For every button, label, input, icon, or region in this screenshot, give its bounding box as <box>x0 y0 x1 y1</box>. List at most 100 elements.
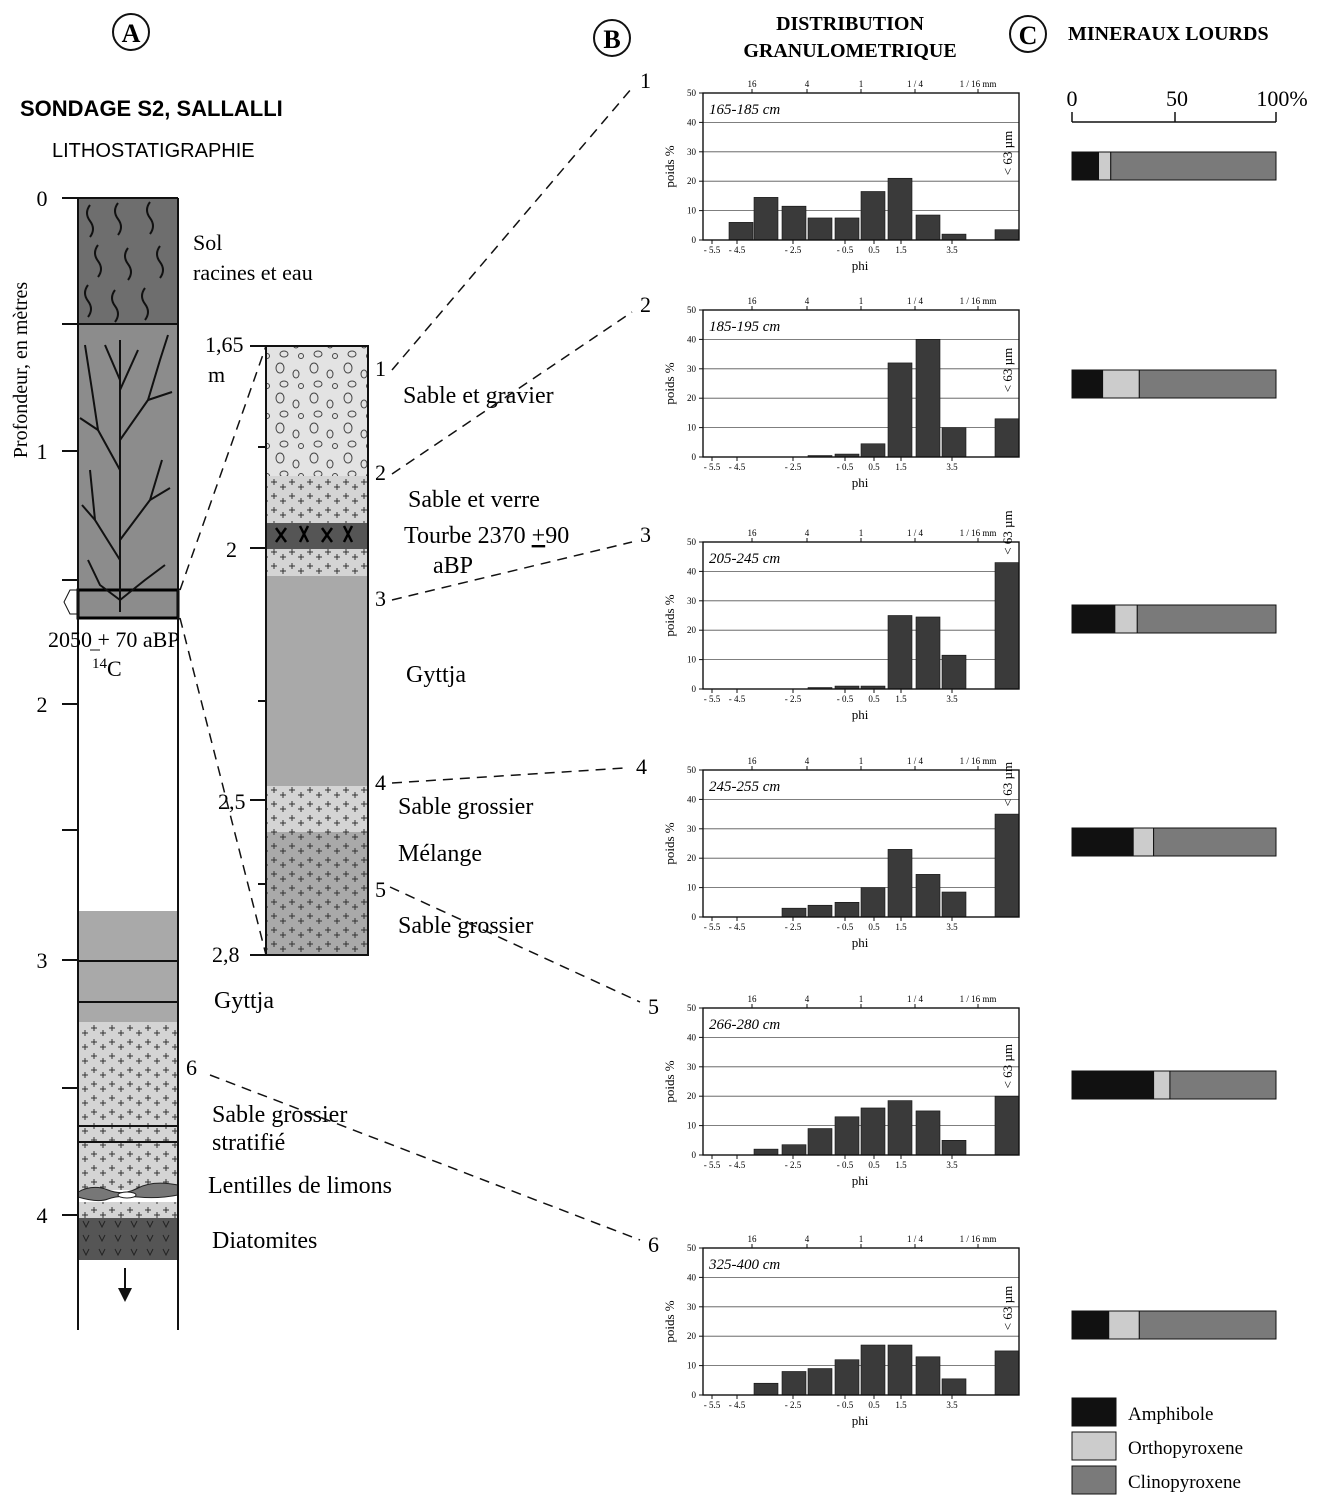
y-tick-label: 50 <box>687 305 697 315</box>
bar-2.5 <box>915 339 941 458</box>
panel-b-heading: B DISTRIBUTION GRANULOMETRIQUE <box>593 13 957 62</box>
bar-3.5 <box>941 1140 967 1156</box>
water-roots-pattern <box>84 201 164 323</box>
y-tick-label: 0 <box>692 684 697 694</box>
root-system <box>79 334 173 612</box>
y-axis-label: poids % <box>662 594 677 636</box>
mineral-segment-amphibole <box>1071 151 1100 181</box>
bar-2.5 <box>915 214 941 241</box>
y-axis-label: poids % <box>662 1060 677 1102</box>
y-tick-label: 0 <box>692 1150 697 1160</box>
top-tick-label: 1 <box>859 756 864 766</box>
bar-0.5 <box>860 191 886 241</box>
unit-label-diatomites: Diatomites <box>212 1228 317 1254</box>
x-tick-label: - 5.5 <box>704 462 721 472</box>
bar--3.5 <box>753 197 779 241</box>
detail-unit-melange: Mélange <box>398 841 482 867</box>
x-tick-label: - 4.5 <box>729 462 746 472</box>
legend-swatch-orthopyroxene <box>1071 1431 1117 1461</box>
y-tick-label: 30 <box>687 1062 697 1072</box>
top-tick-label: 4 <box>805 1234 810 1244</box>
detail-sable-thin <box>266 549 368 576</box>
x-tick-label: - 0.5 <box>837 694 854 704</box>
mineral-scale-0: 0 <box>1067 86 1078 111</box>
panel-a-letter: A <box>122 19 141 48</box>
top-tick-label: 4 <box>805 296 810 306</box>
bar-3.5 <box>941 891 967 918</box>
section-a-subtitle: LITHOSTATIGRAPHIE <box>52 140 255 162</box>
bar-5.5 <box>994 562 1020 690</box>
y-tick-label: 0 <box>692 452 697 462</box>
legend-swatch-clinopyroxene <box>1071 1465 1117 1495</box>
top-tick-label: 1 <box>859 296 864 306</box>
grain-size-chart-2: 0 10 20 30 40 50 16 4 1 1 / 4 1 / 16 mm - 5.5 - 4.5 -… <box>662 296 1020 490</box>
fines-label: < 63 µm <box>1000 348 1015 392</box>
y-tick-label: 50 <box>687 537 697 547</box>
tourbe-pattern <box>274 525 354 543</box>
mineral-bar-2 <box>1071 369 1277 399</box>
x-axis-label: phi <box>852 258 869 273</box>
top-tick-label: 1 <box>859 79 864 89</box>
bar--0.5 <box>834 1359 860 1396</box>
column-walls <box>77 197 179 1330</box>
x-tick-label: - 2.5 <box>785 1400 802 1410</box>
mineral-segment-amphibole <box>1071 1070 1155 1100</box>
date-label-a: 2050 + 70 aBP <box>48 627 180 652</box>
x-tick-label: - 5.5 <box>704 922 721 932</box>
mineral-bar-3 <box>1071 604 1277 634</box>
leader-num-6: 6 <box>648 1232 659 1257</box>
x-axis-label: phi <box>852 1173 869 1188</box>
x-tick-label: - 0.5 <box>837 922 854 932</box>
y-tick-label: 0 <box>692 912 697 922</box>
top-tick-label: 1 <box>859 1234 864 1244</box>
top-tick-label: 1 / 4 <box>907 756 924 766</box>
x-tick-label: 0.5 <box>868 462 880 472</box>
detail-column: 1,65 m 2 2,5 2,8 1 2 3 4 5 Sable et grav… <box>179 68 659 1257</box>
mineral-scale-50: 50 <box>1166 86 1188 111</box>
x-tick-label: - 4.5 <box>729 245 746 255</box>
bar-0.5 <box>860 443 886 458</box>
detail-top-unit: m <box>208 362 225 387</box>
top-tick-label: 1 / 4 <box>907 994 924 1004</box>
bar-1.5 <box>887 177 913 241</box>
x-tick-label: - 5.5 <box>704 1160 721 1170</box>
y-tick-label: 10 <box>687 655 697 665</box>
y-tick-label: 0 <box>692 235 697 245</box>
detail-sable-grossier <box>266 786 368 832</box>
depth-axis-label: Profondeur, en mètres <box>10 282 32 459</box>
y-tick-label: 20 <box>687 1091 697 1101</box>
detail-tick-2: 2 <box>226 537 237 562</box>
y-tick-label: 20 <box>687 176 697 186</box>
mineral-segment-orthopyroxene <box>1153 1070 1171 1100</box>
x-axis-label: phi <box>852 1413 869 1428</box>
x-tick-label: 3.5 <box>946 1400 958 1410</box>
unit-label-racines: racines et eau <box>193 260 313 285</box>
bar--1.5 <box>807 217 833 241</box>
x-tick-label: - 0.5 <box>837 245 854 255</box>
bar-5.5 <box>994 1350 1020 1396</box>
grain-size-chart-3: 0 10 20 30 40 50 16 4 1 1 / 4 1 / 16 mm - 5.5 - 4.5 -… <box>662 510 1020 722</box>
top-tick-label: 4 <box>805 994 810 1004</box>
fines-label: < 63 µm <box>1000 1044 1015 1088</box>
detail-top-label: 1,65 <box>205 332 244 357</box>
depth-tick-1: 1 <box>37 439 48 464</box>
mineral-segment-orthopyroxene <box>1102 369 1140 399</box>
leader-num-2: 2 <box>640 292 651 317</box>
mineral-segment-orthopyroxene <box>1132 827 1155 857</box>
bar-1.5 <box>887 615 913 690</box>
top-tick-label: 1 / 4 <box>907 1234 924 1244</box>
x-tick-label: 3.5 <box>946 922 958 932</box>
legend-swatch-amphibole <box>1071 1397 1117 1427</box>
y-tick-label: 10 <box>687 883 697 893</box>
x-tick-label: 1.5 <box>895 245 907 255</box>
mineral-segment-orthopyroxene <box>1114 604 1138 634</box>
y-tick-label: 30 <box>687 596 697 606</box>
continue-arrow-head <box>118 1288 132 1302</box>
y-tick-label: 20 <box>687 625 697 635</box>
x-tick-label: - 5.5 <box>704 694 721 704</box>
bar--2.5 <box>781 1371 807 1396</box>
top-tick-label: 1 / 16 mm <box>960 296 997 306</box>
y-tick-label: 10 <box>687 1121 697 1131</box>
legend-label-orthopyroxene: Orthopyroxene <box>1128 1438 1243 1459</box>
mineral-segment-orthopyroxene <box>1108 1310 1140 1340</box>
